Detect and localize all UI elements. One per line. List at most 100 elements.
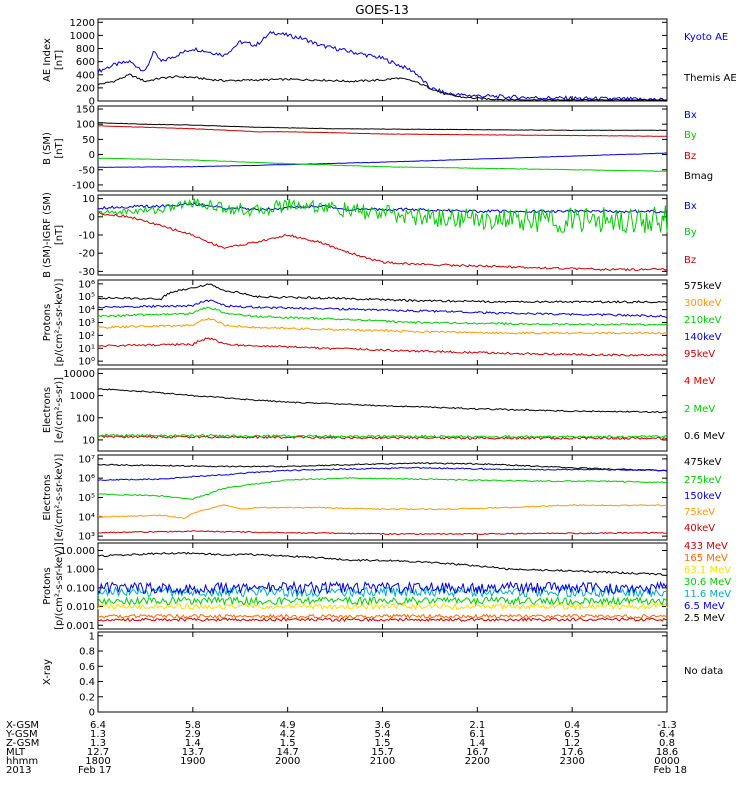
legend-label: 63.1 MeV — [684, 565, 731, 576]
series-line — [97, 157, 668, 172]
panel-8: 0 0.2 0.4 0.6 0.8 1 X-ray No data — [42, 631, 723, 718]
y-tick-label: 0 — [89, 212, 95, 223]
series-line — [97, 211, 668, 272]
legend-label: 95keV — [684, 349, 715, 360]
y-tick-label: 10.000 — [60, 546, 95, 557]
legend-label: 210keV — [684, 315, 722, 326]
legend-label: 275keV — [684, 475, 722, 486]
legend-label: 2.5 MeV — [684, 613, 725, 624]
y-axis-units: [e/(cm²-s-sr)] — [54, 377, 65, 443]
y-tick-label: 1200 — [70, 18, 95, 29]
series-line — [97, 388, 668, 414]
y-tick-label: 0.6 — [79, 662, 95, 673]
legend-label: Bz — [684, 255, 696, 266]
ephemeris-cell: 2.9 — [185, 729, 201, 740]
y-tick-label: 10⁵ — [78, 493, 95, 504]
legend-label: 40keV — [684, 523, 715, 534]
panel-frame — [97, 105, 668, 192]
ephemeris-cell: 1.4 — [469, 738, 485, 749]
ephemeris-cell: 1.2 — [564, 738, 580, 749]
y-tick-label: 0.010 — [66, 602, 95, 613]
ephemeris-cell: 1.3 — [90, 738, 106, 749]
legend-label: 0.6 MeV — [684, 431, 725, 442]
ephemeris-cell: 1.4 — [185, 738, 201, 749]
y-axis-units: [nT] — [54, 50, 65, 70]
series-line — [98, 299, 668, 318]
legend-label: 2 MeV — [684, 404, 715, 415]
y-axis-label: Protons — [42, 567, 53, 604]
ephemeris-cell: 17.6 — [561, 747, 583, 758]
y-tick-label: 10 — [82, 194, 95, 205]
y-tick-label: 0 — [89, 708, 95, 719]
y-tick-label: 0.001 — [66, 621, 95, 632]
ephemeris-cell: 1.5 — [375, 738, 391, 749]
ephemeris-row-label: 2013 — [6, 765, 31, 776]
y-tick-label: 0.8 — [79, 647, 95, 658]
ephemeris-cell: 6.5 — [564, 729, 580, 740]
panel-1: 0 200 400 600 800 1000 1200 AE Index [nT] Kyoto A… — [42, 18, 737, 108]
ephemeris-row-label: MLT — [6, 747, 26, 758]
panel-7: 0.001 0.010 0.100 1.000 10.000 Protons [p/(cm²… — [42, 541, 731, 632]
ephemeris-cell: 12.7 — [87, 747, 109, 758]
y-tick-label: 50 — [82, 135, 95, 146]
y-tick-label: 0.100 — [66, 583, 95, 594]
y-tick-label: 10³ — [78, 318, 95, 329]
y-axis-units: [nT] — [54, 225, 65, 245]
y-tick-label: -10 — [79, 231, 95, 242]
ephemeris-cell: -1.3 — [657, 720, 677, 731]
series-line — [97, 30, 667, 101]
legend-label: 300keV — [684, 298, 722, 309]
y-tick-label: 10³ — [78, 532, 95, 543]
series-line — [97, 551, 668, 577]
panel-frame — [97, 279, 668, 366]
legend-label: By — [684, 130, 697, 141]
y-axis-label: Electrons — [42, 474, 53, 520]
ephemeris-cell: 18.6 — [656, 747, 678, 758]
plot-title: GOES-13 — [355, 3, 409, 17]
series-line — [97, 317, 668, 335]
series-line — [97, 73, 667, 101]
y-tick-label: 200 — [76, 83, 95, 94]
series-line — [97, 530, 668, 536]
y-tick-label: 0.4 — [79, 677, 95, 688]
series-line — [97, 585, 668, 599]
y-tick-label: 800 — [76, 44, 95, 55]
ephemeris-cell: 15.7 — [371, 747, 393, 758]
y-tick-label: 10⁴ — [78, 512, 95, 523]
ephemeris-cell: 4.2 — [280, 729, 296, 740]
panel-frame — [97, 631, 668, 713]
y-axis-label: X-ray — [42, 659, 53, 685]
ephemeris-cell: 6.1 — [469, 729, 485, 740]
panel-2: -100 -50 0 50 100 150 B (SM) [nT] Bx By Bz Bmag — [42, 105, 713, 192]
y-axis-label: Protons — [42, 304, 53, 341]
y-axis-label: B (SM)-IGRF (SM) — [42, 192, 53, 278]
series-line — [97, 504, 668, 519]
no-data-note: No data — [684, 666, 723, 677]
ephemeris-row-label: X-GSM — [6, 720, 39, 731]
y-tick-label: 1000 — [70, 391, 95, 402]
series-line — [98, 433, 668, 439]
series-line — [97, 337, 668, 357]
y-axis-label: Electrons — [42, 387, 53, 433]
series-line — [97, 125, 668, 137]
ephemeris-row-label: hhmm — [6, 756, 38, 767]
y-tick-label: 10⁷ — [78, 454, 95, 465]
ephemeris-cell: 0.8 — [659, 738, 675, 749]
legend-label: 6.5 MeV — [684, 601, 725, 612]
y-tick-label: 1000 — [70, 31, 95, 42]
legend-label: Bx — [684, 110, 697, 121]
y-tick-label: -100 — [72, 180, 95, 191]
ephemeris-row-label: Z-GSM — [6, 738, 39, 749]
y-axis-units: [p/(cm²-s-sr-keV)] — [54, 542, 65, 630]
y-tick-label: 1 — [89, 631, 95, 642]
legend-label: 150keV — [684, 491, 722, 502]
y-tick-label: 10 — [82, 435, 95, 446]
y-tick-label: 10⁶ — [78, 474, 95, 485]
y-axis-units: [nT] — [54, 138, 65, 158]
y-tick-label: -30 — [79, 267, 95, 278]
series-line — [97, 466, 668, 482]
y-tick-label: 1.000 — [66, 565, 95, 576]
series-line — [97, 477, 668, 501]
ephemeris-cell: 2.1 — [469, 720, 485, 731]
